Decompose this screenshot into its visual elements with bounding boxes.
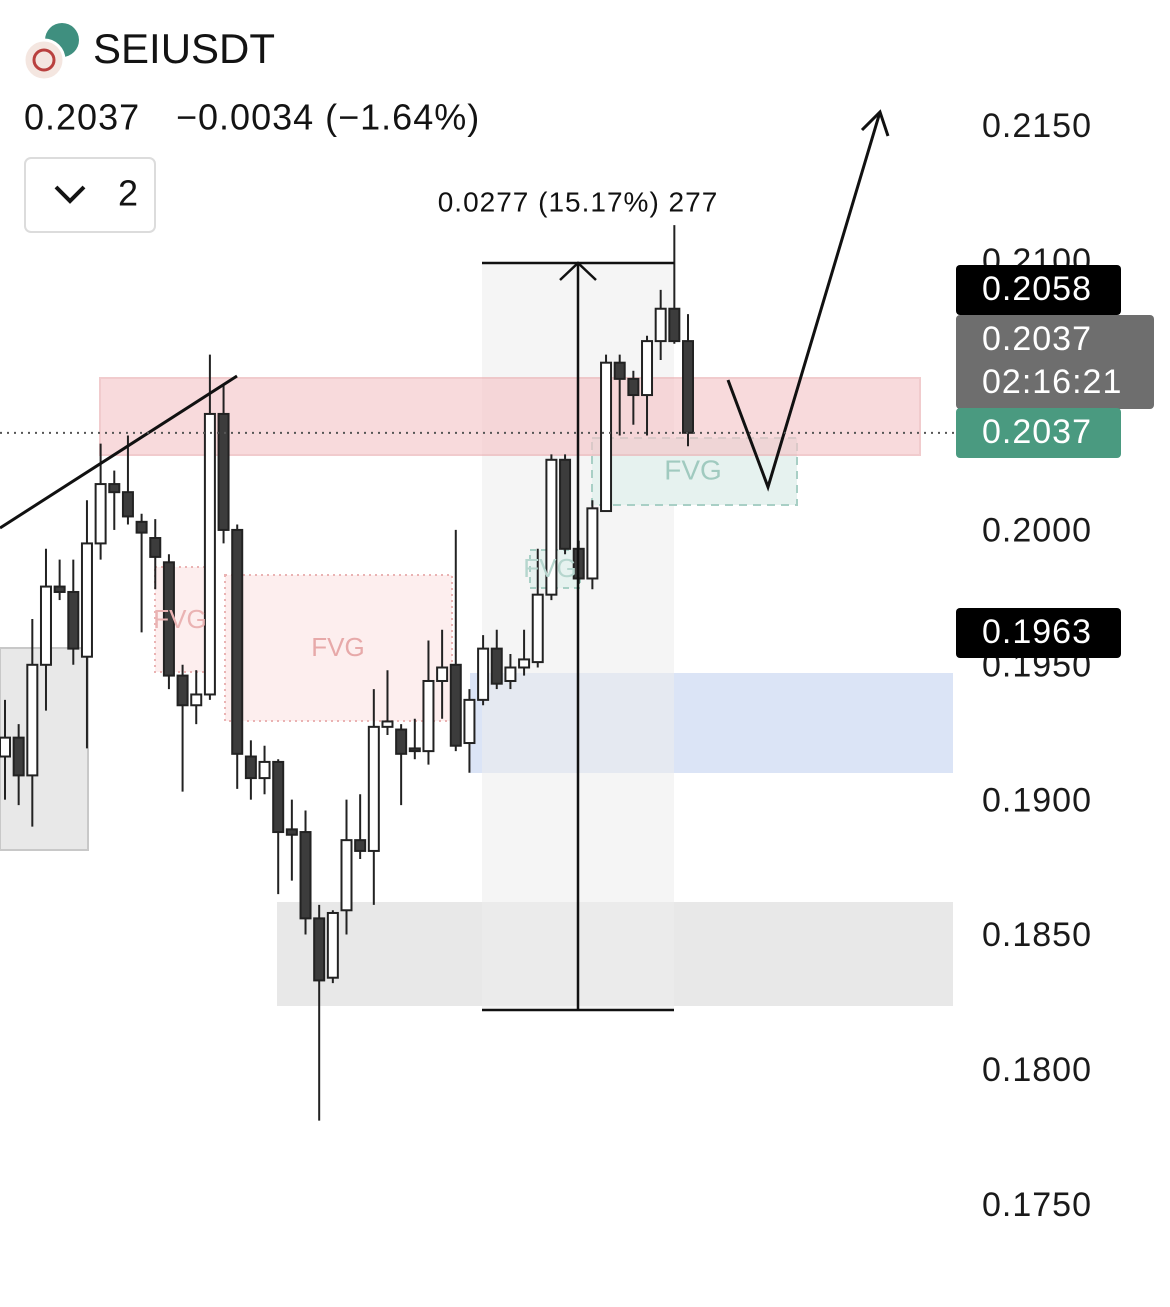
candle-body bbox=[559, 458, 572, 550]
price-label: 0.1963 bbox=[982, 613, 1092, 651]
candle-body bbox=[367, 725, 380, 852]
candle-body bbox=[518, 658, 531, 669]
y-tick-label: 0.1800 bbox=[982, 1051, 1092, 1089]
candle-body bbox=[668, 307, 681, 343]
candle-body bbox=[94, 483, 107, 545]
candle-body bbox=[613, 361, 626, 380]
fvg-label: FVG bbox=[311, 632, 364, 662]
price-change: −0.0034 (−1.64%) bbox=[176, 97, 480, 138]
price-label-box bbox=[956, 315, 1154, 409]
candle-body bbox=[545, 458, 558, 596]
candle-body bbox=[354, 839, 367, 852]
candle-body bbox=[176, 674, 189, 707]
price-label: 0.2037 bbox=[982, 413, 1092, 451]
supply-zone bbox=[99, 377, 921, 456]
candle-body bbox=[422, 679, 435, 753]
candle-body bbox=[231, 528, 244, 755]
candle-body bbox=[463, 698, 476, 745]
measure-arrow bbox=[559, 261, 597, 281]
candle-body bbox=[408, 747, 421, 753]
projection-arrow bbox=[726, 111, 882, 492]
candle-body bbox=[654, 307, 667, 343]
candle-body bbox=[258, 760, 271, 780]
candle-body bbox=[490, 647, 503, 685]
candle-body bbox=[0, 736, 11, 758]
candle-body bbox=[381, 720, 394, 728]
candle-body bbox=[531, 593, 544, 664]
price-label-box bbox=[956, 265, 1121, 315]
candle-body bbox=[244, 755, 257, 780]
candle-body bbox=[285, 828, 298, 836]
fvg-label: FVG bbox=[523, 553, 576, 583]
toggle-button[interactable] bbox=[24, 157, 156, 233]
fvg-box bbox=[224, 574, 453, 722]
candle-body bbox=[80, 542, 93, 658]
symbol-icon bbox=[22, 38, 66, 82]
candle-body bbox=[477, 647, 490, 701]
price-axis: 0.21500.21000.20000.19500.19000.18500.18… bbox=[0, 107, 1154, 1224]
candle-body bbox=[627, 377, 640, 397]
y-tick-label: 0.2150 bbox=[982, 107, 1092, 145]
symbol-icon bbox=[32, 48, 56, 72]
candle-body bbox=[12, 736, 25, 777]
candle-body bbox=[135, 520, 148, 534]
candle-body bbox=[203, 412, 216, 696]
candles bbox=[0, 225, 694, 1121]
indicator-toggle[interactable]: 2 bbox=[24, 157, 156, 233]
candle-body bbox=[436, 666, 449, 682]
candle-body bbox=[272, 760, 285, 834]
candle-body bbox=[586, 507, 599, 580]
candle-body bbox=[449, 663, 462, 747]
candle-body bbox=[26, 663, 39, 777]
candle-body bbox=[149, 537, 162, 558]
candle-body bbox=[39, 585, 52, 666]
candle-body bbox=[53, 585, 66, 593]
candle-body bbox=[600, 361, 613, 513]
candle-body bbox=[313, 917, 326, 982]
fvg-label: FVG bbox=[153, 604, 206, 634]
candle-body bbox=[67, 590, 80, 650]
fvg-label: FVG bbox=[664, 454, 722, 485]
candle-body bbox=[162, 561, 175, 677]
price-label-box bbox=[956, 608, 1121, 658]
symbol: SEIUSDT bbox=[93, 25, 275, 72]
price-label: 0.2058 bbox=[982, 270, 1092, 308]
price-label-box bbox=[956, 408, 1121, 458]
toggle-count: 2 bbox=[118, 173, 138, 214]
y-tick-label: 0.1900 bbox=[982, 781, 1092, 819]
candle-body bbox=[395, 728, 408, 755]
trendline bbox=[0, 374, 238, 530]
measure-label: 0.0277 (15.17%) 277 bbox=[438, 186, 719, 217]
candle-body bbox=[340, 839, 353, 912]
candle-body bbox=[326, 911, 339, 979]
candle-body bbox=[121, 491, 134, 518]
y-tick-label: 0.1850 bbox=[982, 916, 1092, 954]
chevron-icon bbox=[54, 185, 86, 204]
candle-body bbox=[217, 412, 230, 531]
price-label: 0.2037 bbox=[982, 320, 1092, 358]
last-price: 0.2037 bbox=[24, 97, 140, 138]
candle-body bbox=[299, 831, 312, 920]
y-tick-label: 0.2000 bbox=[982, 512, 1092, 550]
projection-arrowhead bbox=[860, 109, 890, 137]
countdown: 02:16:21 bbox=[982, 363, 1122, 401]
y-tick-label: 0.1750 bbox=[982, 1186, 1092, 1224]
candle-body bbox=[108, 483, 121, 494]
candle-body bbox=[682, 340, 694, 434]
candle-body bbox=[641, 340, 654, 397]
candle-body bbox=[190, 693, 203, 707]
candle-body bbox=[504, 666, 517, 682]
